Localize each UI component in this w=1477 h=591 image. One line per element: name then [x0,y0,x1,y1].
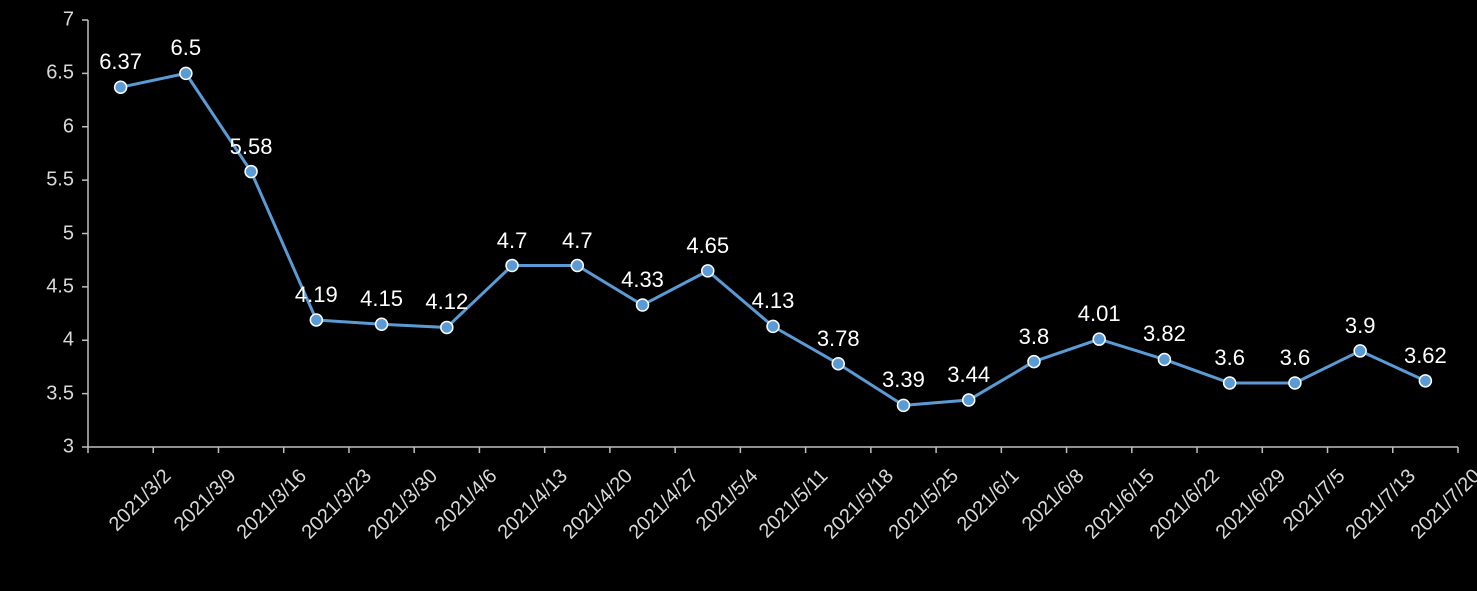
data-label: 5.58 [230,134,273,160]
y-tick-label: 6.5 [46,62,74,85]
y-tick-label: 4.5 [46,275,74,298]
data-label: 4.7 [562,228,593,254]
data-label: 4.15 [360,286,403,312]
line-chart: 33.544.555.566.572021/3/22021/3/92021/3/… [0,0,1477,591]
y-tick-label: 7 [63,9,74,32]
data-label: 3.82 [1143,321,1186,347]
data-label: 4.65 [686,233,729,259]
data-label: 4.01 [1078,301,1121,327]
y-tick-label: 4 [63,329,74,352]
data-label: 3.44 [947,362,990,388]
data-label: 4.12 [425,289,468,315]
data-label: 4.7 [497,228,528,254]
y-tick-label: 6 [63,115,74,138]
data-label: 3.6 [1280,345,1311,371]
data-label: 3.8 [1019,324,1050,350]
data-label: 4.19 [295,282,338,308]
data-label: 3.39 [882,367,925,393]
data-label: 3.62 [1404,343,1447,369]
data-label: 3.9 [1345,313,1376,339]
y-tick-label: 3.5 [46,382,74,405]
y-tick-label: 3 [63,436,74,459]
data-label: 3.78 [817,326,860,352]
data-label: 3.6 [1214,345,1245,371]
data-label: 6.37 [99,49,142,75]
y-tick-label: 5.5 [46,169,74,192]
y-tick-label: 5 [63,222,74,245]
data-label: 4.13 [752,288,795,314]
data-label: 4.33 [621,267,664,293]
data-label: 6.5 [171,35,202,61]
